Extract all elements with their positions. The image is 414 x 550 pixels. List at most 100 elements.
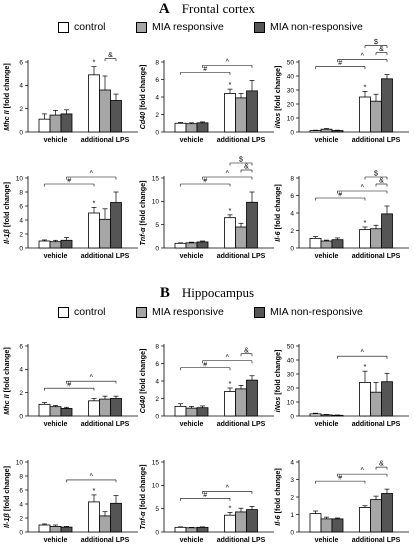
chart-panel-5: 0 2 4 6 8 Il-6 [fold change] * # ^ &$ vehicle addit… — [273, 171, 409, 260]
bar — [246, 509, 258, 533]
bar — [381, 493, 393, 533]
bar — [110, 398, 122, 417]
section-b-letter: B — [159, 285, 170, 301]
legend-swatch-mia-responsive — [136, 21, 147, 33]
chart-panel-4: 0 5 10 15 Tnf-α [fold change] * # ^ &$ vehicle add… — [138, 157, 274, 260]
legend-swatch-mia-non-responsive — [254, 306, 265, 318]
y-axis-label: iNos [fold change] — [273, 350, 282, 413]
bar — [359, 381, 371, 417]
y-tick-label: 2 — [290, 228, 294, 235]
y-tick-label: 30 — [287, 371, 295, 378]
bar — [320, 518, 333, 533]
y-tick-label: 2 — [19, 515, 23, 522]
x-category-label: vehicle — [180, 421, 204, 428]
bracket-label: & — [379, 178, 384, 185]
bracket-label: # — [67, 382, 71, 389]
significance-marker: * — [229, 206, 232, 215]
bar — [49, 114, 62, 133]
y-axis-label: Cd40 [fold change] — [138, 65, 147, 130]
y-tick-label: 40 — [287, 73, 295, 80]
significance-marker: * — [229, 503, 232, 512]
significance-marker: * — [364, 82, 367, 91]
y-axis-label: Il-1β [fold change] — [2, 182, 11, 244]
bracket-label: # — [338, 60, 342, 67]
y-axis-label: iNos [fold change] — [273, 66, 282, 129]
bar — [49, 526, 62, 533]
y-tick-label: 6 — [19, 203, 23, 210]
bar — [88, 212, 100, 249]
bracket-label: ^ — [361, 468, 365, 475]
bar — [174, 242, 187, 249]
legend-item-mia-non-responsive: MIA non-responsive — [254, 21, 363, 33]
chart-panel-6: 0 2 4 6 Mhc II [fold change] # ^ vehicle additio… — [2, 343, 138, 428]
bar — [224, 514, 236, 533]
bracket-label: # — [203, 178, 207, 185]
bar — [196, 407, 209, 417]
significance-marker: * — [93, 198, 96, 207]
bar — [38, 118, 51, 133]
x-category-label: vehicle — [315, 421, 339, 428]
significance-marker: * — [229, 379, 232, 388]
bracket-label: ^ — [226, 171, 230, 178]
y-tick-label: 10 — [16, 459, 24, 466]
bracket-label: # — [203, 492, 207, 499]
bar — [331, 239, 344, 249]
bracket-label: # — [203, 66, 207, 73]
y-tick-label: 15 — [152, 459, 160, 466]
x-category-label: additional LPS — [352, 137, 401, 144]
y-tick-label: 5 — [155, 506, 159, 513]
bracket-label: ^ — [90, 375, 94, 382]
y-tick-label: 3 — [290, 477, 294, 484]
significance-marker: * — [229, 80, 232, 89]
y-tick-label: 10 — [152, 483, 160, 490]
y-tick-label: 6 — [19, 59, 23, 66]
legend-label-mia-non-responsive: MIA non-responsive — [270, 306, 363, 318]
chart-panel-3: 0 2 4 6 8 10 Il-1β [fold change] * # ^ vehicle addi… — [2, 171, 138, 260]
section-a-title: A Frontal cortex — [0, 0, 414, 18]
x-category-label: additional LPS — [217, 253, 266, 260]
bracket-label: & — [379, 461, 384, 468]
bar — [246, 90, 258, 133]
y-tick-label: 8 — [155, 59, 159, 66]
y-axis-label: Tnf-α [fold change] — [138, 464, 147, 529]
bar — [224, 391, 236, 417]
bar — [309, 237, 322, 249]
x-category-label: vehicle — [44, 537, 68, 544]
legend-item-control: control — [58, 306, 106, 318]
x-category-label: additional LPS — [81, 421, 130, 428]
y-tick-label: 6 — [155, 361, 159, 368]
y-tick-label: 4 — [290, 459, 294, 466]
chart-panel-10: 0 5 10 15 Tnf-α [fold change] * # ^ vehicle addit… — [138, 459, 274, 544]
y-tick-label: 4 — [155, 94, 159, 101]
bar — [185, 242, 198, 249]
x-category-label: vehicle — [180, 253, 204, 260]
y-tick-label: 6 — [155, 77, 159, 84]
legend-swatch-control — [58, 306, 69, 318]
bar — [38, 403, 51, 417]
y-tick-label: 4 — [19, 83, 23, 90]
y-tick-label: 0 — [155, 413, 159, 420]
bar — [370, 391, 382, 417]
bar — [185, 527, 198, 533]
bracket-label: # — [338, 192, 342, 199]
y-tick-label: 4 — [290, 210, 294, 217]
y-tick-label: 8 — [290, 175, 294, 182]
bar — [99, 218, 111, 249]
bar — [370, 228, 382, 249]
legend-a: control MIA responsive MIA non-responsiv… — [0, 21, 414, 37]
bar — [110, 100, 122, 133]
bracket-label: $ — [239, 157, 243, 164]
bar — [185, 407, 198, 417]
chart-panel-7: 0 2 4 6 8 Cd40 [fold change] * # ^ & vehicle additi… — [138, 343, 274, 428]
y-tick-label: 2 — [290, 494, 294, 501]
bracket-label: ^ — [226, 354, 230, 361]
bar — [38, 524, 51, 533]
y-tick-label: 0 — [155, 245, 159, 252]
bar — [370, 100, 382, 133]
bar — [224, 217, 236, 249]
y-axis-label: Mhc II [fold change] — [2, 63, 11, 131]
x-category-label: vehicle — [44, 137, 68, 144]
y-tick-label: 50 — [287, 59, 295, 66]
bracket-label: & — [244, 347, 249, 354]
